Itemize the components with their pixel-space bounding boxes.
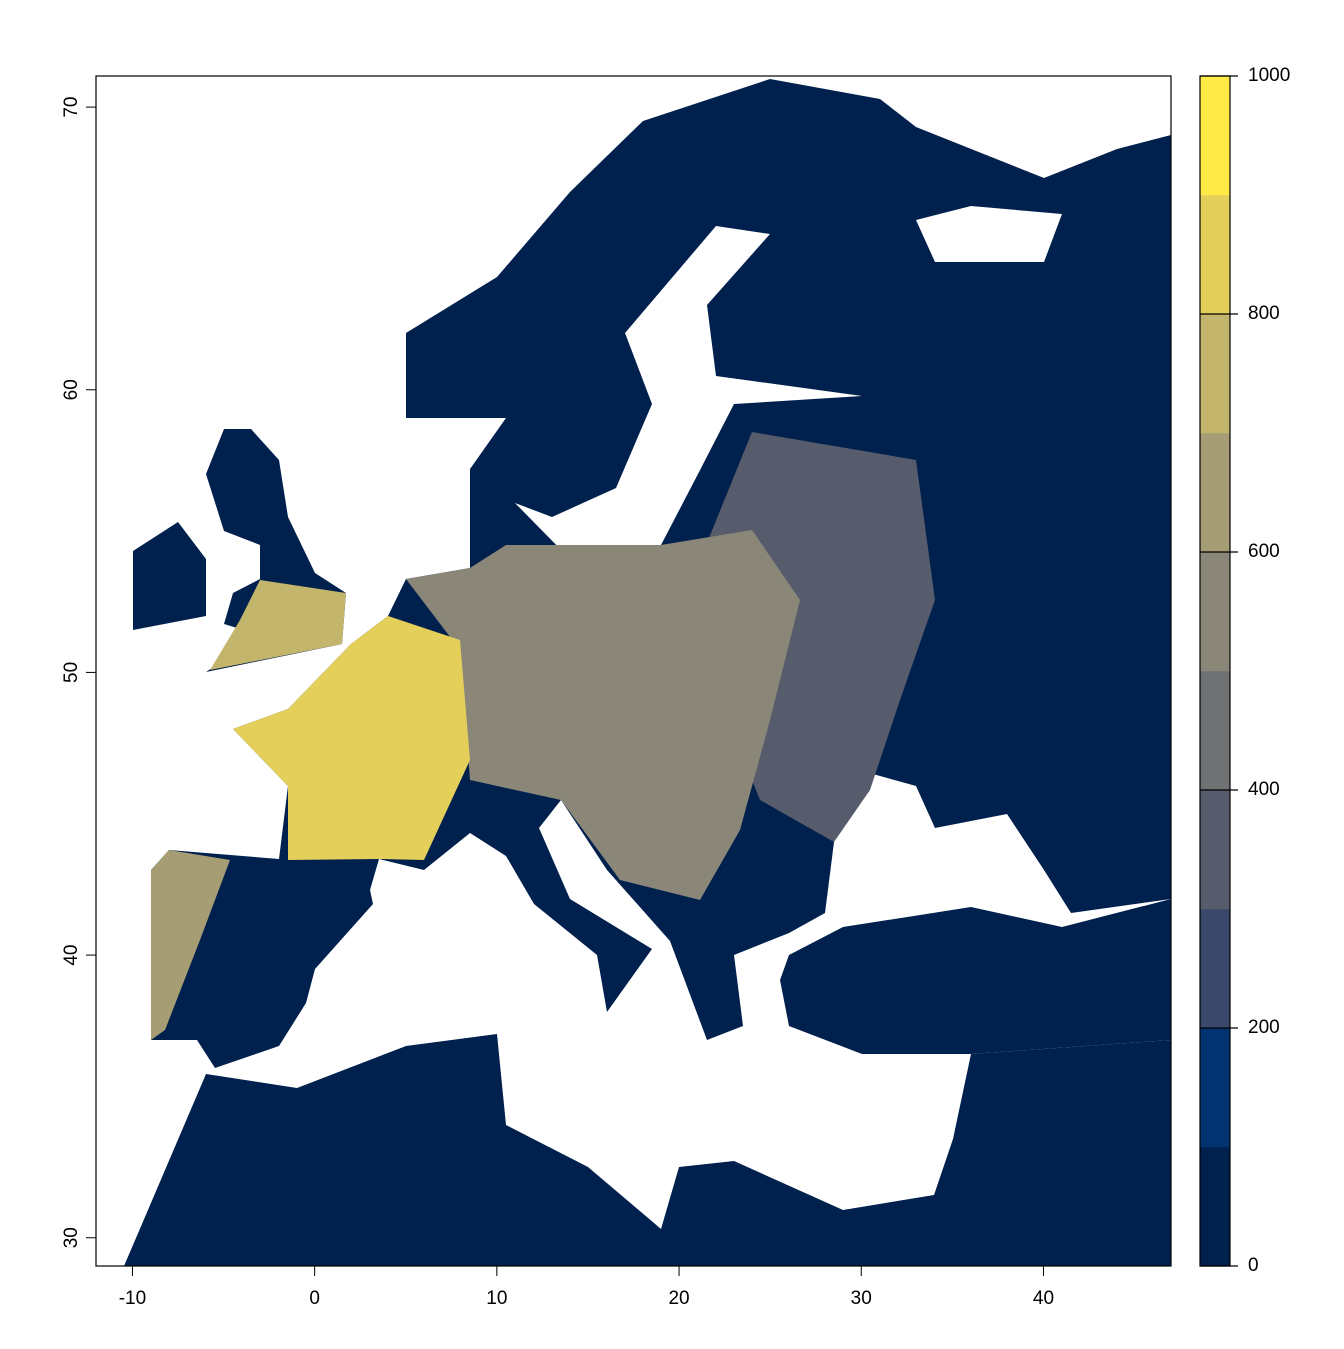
colorbar-tick-label: 1000 <box>1248 65 1290 86</box>
colorbar-band <box>1199 432 1231 553</box>
colorbar-band <box>1199 1027 1231 1148</box>
y-tick-label: 50 <box>61 662 82 683</box>
colorbar-band <box>1199 1146 1231 1267</box>
x-tick-label: 10 <box>486 1288 507 1309</box>
colorbar-tick-label: 200 <box>1248 1017 1280 1038</box>
colorbar-tick-label: 600 <box>1248 541 1280 562</box>
x-tick-label: 20 <box>668 1288 689 1309</box>
white-sea <box>916 206 1062 262</box>
x-tick-label: 0 <box>309 1288 320 1309</box>
colorbar-band <box>1199 789 1231 910</box>
region-central <box>406 530 800 900</box>
region-britain-south <box>210 580 346 670</box>
region-iberia-west <box>151 850 230 1040</box>
plot-box <box>95 75 1172 1267</box>
y-tick-label: 70 <box>61 97 82 118</box>
baltic-sea <box>515 226 862 559</box>
raster-map <box>124 79 1171 1266</box>
region-west <box>233 616 470 860</box>
colorbar-band <box>1199 551 1231 672</box>
colorbar-band <box>1199 313 1231 434</box>
colorbar-band <box>1199 908 1231 1029</box>
colorbar-tick-label: 0 <box>1248 1255 1259 1276</box>
colorbar-band <box>1199 670 1231 791</box>
y-tick-label: 40 <box>61 945 82 966</box>
land-africa <box>124 1034 1171 1266</box>
x-tick-label: 30 <box>851 1288 872 1309</box>
colorbar-tick-label: 400 <box>1248 779 1280 800</box>
land-turkey <box>780 899 1171 1054</box>
y-tick-label: 60 <box>61 379 82 400</box>
colorbar-band <box>1199 75 1231 196</box>
x-tick-label: -10 <box>119 1288 146 1309</box>
x-tick-label: 40 <box>1033 1288 1054 1309</box>
y-tick-label: 30 <box>61 1227 82 1248</box>
colorbar-tick-label: 800 <box>1248 303 1280 324</box>
colorbar-band <box>1199 194 1231 315</box>
land-ireland <box>133 522 206 630</box>
